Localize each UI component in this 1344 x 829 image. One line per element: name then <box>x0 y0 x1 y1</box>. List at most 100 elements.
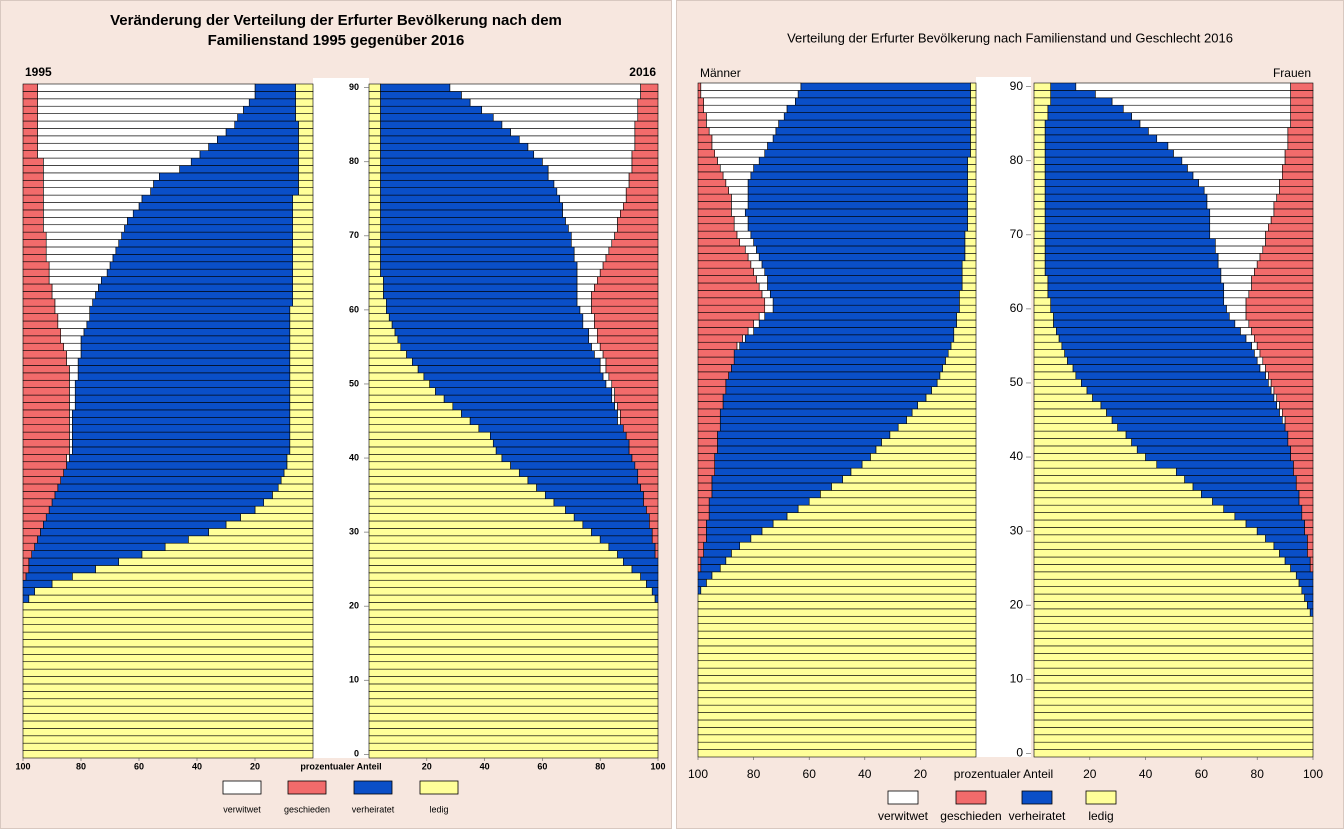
bar-segment <box>22 535 38 544</box>
bar-segment <box>292 224 314 233</box>
bar-segment <box>697 319 754 328</box>
bar-segment <box>547 172 630 181</box>
bar-segment <box>708 497 810 506</box>
bar-segment <box>651 535 659 544</box>
bar-segment <box>786 512 977 521</box>
bar-segment <box>1033 453 1146 462</box>
bar-segment <box>406 350 595 359</box>
bar-segment <box>697 534 707 543</box>
bar-segment <box>22 646 314 655</box>
bar-segment <box>769 290 960 299</box>
bar-segment <box>45 513 241 522</box>
bar-segment <box>634 128 659 137</box>
y-tick-label: 80 <box>349 156 359 166</box>
bar-segment <box>95 565 314 574</box>
bar-segment <box>722 401 918 410</box>
bar-segment <box>697 230 738 239</box>
bar-segment <box>725 178 749 187</box>
bar-segment <box>397 335 589 344</box>
bar-segment <box>697 734 977 743</box>
bar-segment <box>51 291 96 300</box>
legend-swatch <box>222 780 262 795</box>
bar-segment <box>22 594 30 603</box>
x-tick-label: 100 <box>688 767 708 781</box>
bar-segment <box>118 239 293 248</box>
bar-segment <box>570 231 615 240</box>
bar-segment <box>631 157 659 166</box>
bar-segment <box>1033 697 1314 706</box>
bar-segment <box>697 504 710 513</box>
bar-segment <box>697 223 735 232</box>
bar-segment <box>292 268 314 277</box>
bar-segment <box>86 320 291 329</box>
bar-segment <box>22 713 314 722</box>
bar-segment <box>22 565 30 574</box>
bar-segment <box>289 320 314 329</box>
bar-segment <box>22 187 44 196</box>
bar-segment <box>706 527 763 536</box>
bar-segment <box>1220 267 1255 276</box>
bar-segment <box>1304 519 1314 528</box>
bar-segment <box>22 194 44 203</box>
chart: Veränderung der Verteilung der Erfurter … <box>15 12 665 814</box>
bar-segment <box>1287 438 1314 447</box>
bar-segment <box>368 572 641 581</box>
bar-segment <box>654 542 659 551</box>
bar-segment <box>248 98 296 107</box>
bar-segment <box>1156 134 1289 143</box>
bar-segment <box>945 356 977 365</box>
bar-segment <box>576 276 598 285</box>
bar-segment <box>711 141 768 150</box>
legend-label: verwitwet <box>223 804 261 814</box>
bar-segment <box>22 446 70 455</box>
bar-segment <box>700 586 977 595</box>
bar-segment <box>608 542 656 551</box>
bar-segment <box>368 157 381 166</box>
bar-segment <box>697 104 704 113</box>
bar-segment <box>602 372 610 381</box>
bar-segment <box>588 328 598 337</box>
bar-segment <box>51 283 99 292</box>
bar-segment <box>28 594 314 603</box>
bar-segment <box>697 482 713 491</box>
bar-segment <box>697 541 704 550</box>
bar-segment <box>697 201 732 210</box>
bar-segment <box>109 261 293 270</box>
bar-segment <box>295 113 314 122</box>
bar-segment <box>1033 601 1308 610</box>
bar-segment <box>22 91 38 100</box>
bar-segment <box>69 439 73 448</box>
bar-segment <box>1033 512 1236 521</box>
bar-segment <box>1201 490 1300 499</box>
bar-segment <box>1033 223 1046 232</box>
bar-segment <box>22 431 70 440</box>
bar-segment <box>1033 704 1314 713</box>
bar-segment <box>1033 334 1060 343</box>
x-tick-label: 100 <box>15 761 30 771</box>
bar-segment <box>368 639 659 648</box>
bar-segment <box>141 194 293 203</box>
legend-swatch <box>887 790 919 805</box>
bar-segment <box>961 267 977 276</box>
bar-segment <box>1206 193 1278 202</box>
bar-segment <box>80 335 291 344</box>
bar-segment <box>747 178 968 187</box>
bar-segment <box>717 445 877 454</box>
bar-segment <box>646 579 659 588</box>
bar-segment <box>263 498 314 507</box>
bar-segment <box>700 564 721 573</box>
bar-segment <box>970 149 977 158</box>
bar-segment <box>697 216 735 225</box>
bar-segment <box>591 298 659 307</box>
bar-segment <box>1033 386 1088 395</box>
bar-segment <box>697 704 977 713</box>
bar-segment <box>112 254 294 263</box>
bar-segment <box>289 424 314 433</box>
bar-segment <box>1033 430 1127 439</box>
bar-segment <box>1259 253 1314 262</box>
bar-segment <box>37 91 256 100</box>
bar-segment <box>1209 223 1269 232</box>
bar-segment <box>961 275 977 284</box>
bar-segment <box>298 172 314 181</box>
bar-segment <box>1215 238 1266 247</box>
